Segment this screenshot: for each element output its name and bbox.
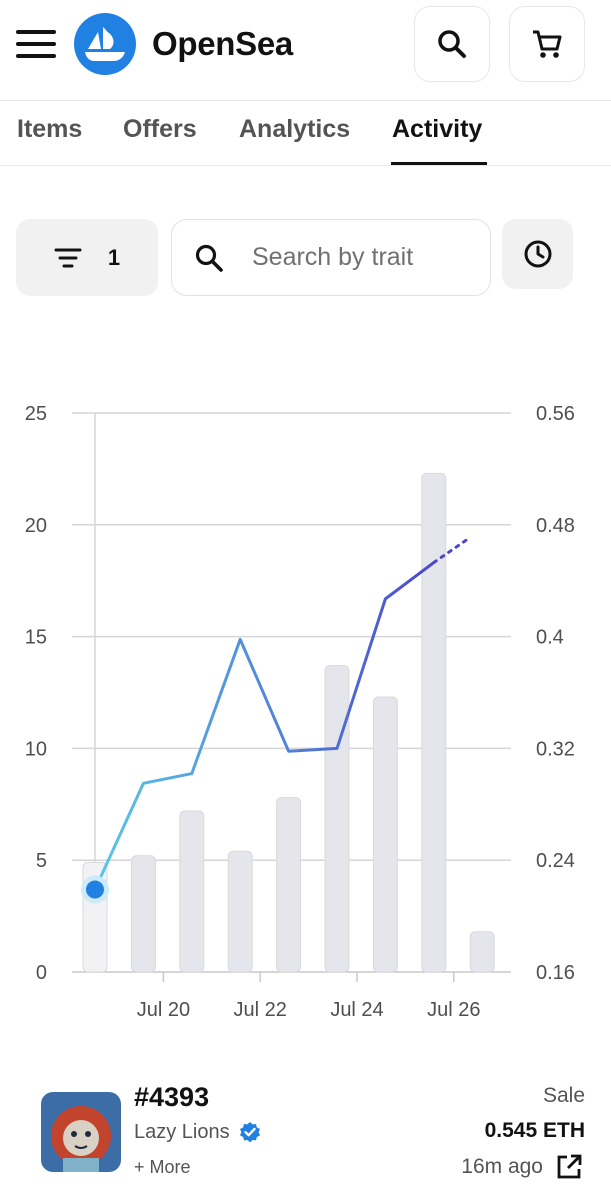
opensea-logo-icon[interactable]: [74, 13, 136, 75]
search-icon: [438, 30, 466, 58]
x-tick-label: Jul 26: [427, 999, 480, 1021]
nft-thumbnail[interactable]: [41, 1092, 121, 1172]
x-tick-label: Jul 22: [234, 999, 287, 1021]
y-right-tick-label: 0.56: [536, 403, 575, 425]
y-right-tick-label: 0.16: [536, 962, 575, 984]
search-placeholder: Search by trait: [252, 243, 414, 271]
more-traits-link[interactable]: + More: [134, 1157, 191, 1177]
search-icon: [195, 244, 223, 272]
y-left-tick-label: 10: [25, 738, 47, 760]
active-tab-indicator: [391, 162, 487, 165]
filter-lines-icon: [54, 248, 82, 267]
filter-count: 1: [107, 244, 121, 270]
search-button[interactable]: [414, 6, 490, 82]
trait-search-input[interactable]: Search by trait: [171, 219, 491, 296]
cart-button[interactable]: [509, 6, 585, 82]
y-left-tick-label: 20: [25, 515, 47, 537]
bar[interactable]: [227, 850, 253, 973]
tab-offers[interactable]: Offers: [123, 115, 197, 143]
tab-items[interactable]: Items: [17, 115, 83, 143]
selected-point[interactable]: [86, 880, 104, 899]
y-right-tick-label: 0.48: [536, 515, 575, 537]
bar[interactable]: [469, 931, 495, 973]
time-ago-label: 16m ago: [461, 1155, 543, 1178]
bar[interactable]: [324, 665, 350, 973]
event-type: Sale: [542, 1084, 585, 1107]
y-right-tick-label: 0.32: [536, 738, 575, 760]
tab-activity[interactable]: Activity: [392, 115, 483, 143]
y-right-tick-label: 0.4: [536, 627, 564, 649]
y-left-tick-label: 15: [25, 627, 47, 649]
bar[interactable]: [372, 696, 398, 973]
hamburger-menu-icon[interactable]: [16, 30, 56, 58]
price-line: [93, 561, 435, 891]
clock-icon: [524, 240, 551, 268]
token-id[interactable]: #4393: [134, 1082, 210, 1112]
sale-price: 0.545 ETH: [484, 1119, 585, 1142]
tab-analytics[interactable]: Analytics: [239, 115, 351, 143]
bar[interactable]: [276, 797, 302, 973]
y-left-tick-label: 0: [36, 962, 47, 984]
top-bar: OpenSea: [0, 0, 611, 100]
collection-link[interactable]: Lazy Lions: [134, 1120, 262, 1144]
bar[interactable]: [130, 855, 156, 973]
tab-bar: Items Offers Analytics Activity: [0, 100, 611, 166]
x-tick-label: Jul 20: [137, 999, 190, 1021]
cart-icon: [533, 30, 562, 58]
verified-badge-icon: [239, 1122, 260, 1143]
y-left-tick-label: 5: [36, 850, 47, 872]
collection-name: Lazy Lions: [134, 1120, 230, 1143]
y-left-tick-label: 25: [25, 403, 47, 425]
activity-chart: 0 5 10 15 20 25 0.16 0.24 0.32 0.4 0.48 0.56 Jul 20 J…: [0, 395, 611, 1035]
event-time: 16m ago: [461, 1153, 583, 1181]
bar[interactable]: [179, 810, 205, 973]
bar[interactable]: [421, 472, 447, 973]
x-tick-label: Jul 24: [330, 999, 383, 1021]
brand-name[interactable]: OpenSea: [152, 25, 293, 62]
filter-button[interactable]: 1: [16, 219, 158, 296]
external-link-icon[interactable]: [555, 1153, 583, 1181]
time-range-button[interactable]: [502, 219, 573, 289]
y-right-tick-label: 0.24: [536, 850, 575, 872]
projected-price-line: [432, 535, 472, 565]
